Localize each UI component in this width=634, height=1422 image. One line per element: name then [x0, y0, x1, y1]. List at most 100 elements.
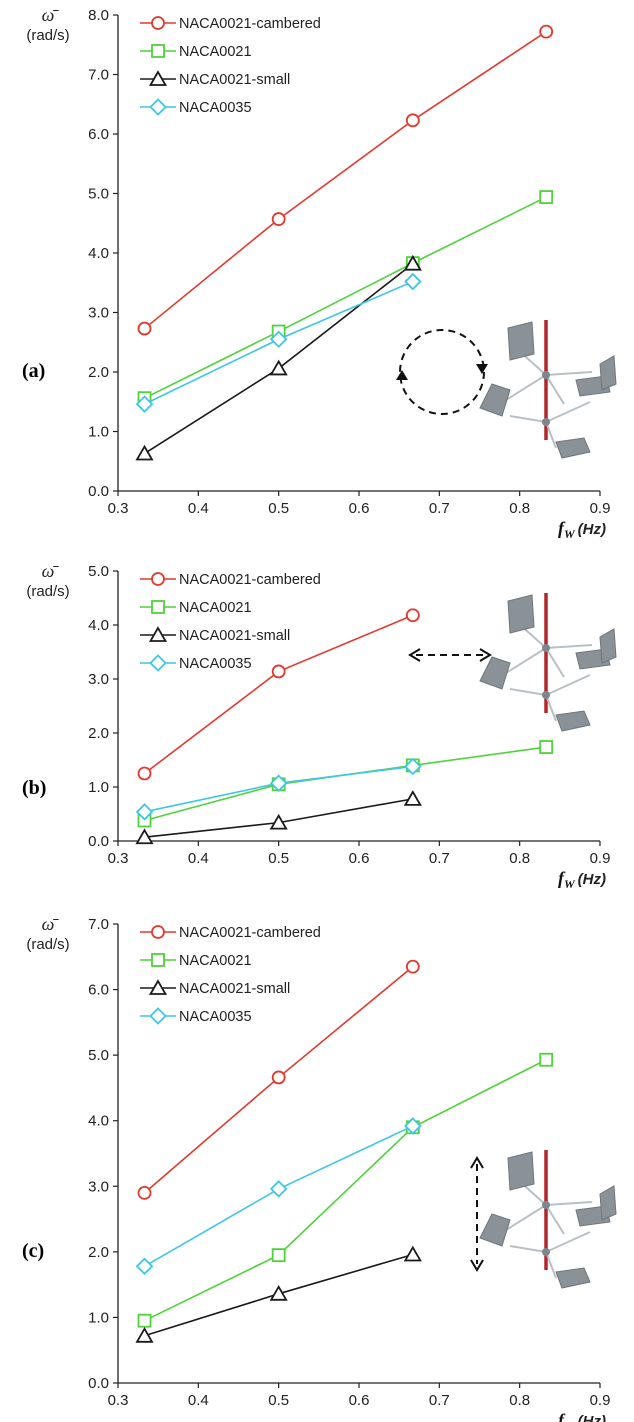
turbine-arm — [545, 401, 591, 423]
legend-item: NACA0021-cambered — [140, 925, 321, 941]
legend-marker — [151, 44, 165, 58]
turbine-blade — [507, 1151, 535, 1191]
turbine-arm — [505, 1204, 547, 1231]
legend-label: NACA0021-cambered — [179, 16, 321, 32]
data-point — [137, 766, 152, 781]
turbine-hub — [542, 418, 550, 426]
data-point — [137, 1313, 152, 1328]
x-tick-label: 0.3 — [108, 850, 129, 867]
y-axis-symbol: ω̄ — [42, 5, 60, 25]
data-point — [271, 1248, 286, 1263]
series-NACA0021-cambered — [137, 608, 420, 781]
turbine-arm — [509, 688, 547, 696]
chart-panel-b: 0.0 1.0 2.0 3.0 4.0 5.0 0.3 0.4 0.5 0.6 0.7 0.8 0.9 ω… — [22, 561, 617, 891]
y-tick-label: 0.0 — [88, 483, 109, 500]
series-NACA0021-cambered — [137, 959, 420, 1200]
x-tick-label: 0.9 — [590, 500, 611, 517]
x-tick-label: 0.5 — [268, 1392, 289, 1409]
turbine-arm — [545, 1201, 593, 1206]
legend: NACA0021-cambered NACA0021 NACA0021-small N… — [140, 572, 321, 672]
legend-item: NACA0021-cambered — [140, 16, 321, 32]
legend-label: NACA0021-small — [179, 981, 290, 997]
legend-item: NACA0035 — [140, 654, 252, 672]
y-tick-label: 2.0 — [88, 1244, 109, 1261]
y-tick-label: 6.0 — [88, 126, 109, 143]
turbine-blade — [555, 437, 591, 459]
data-point — [271, 664, 286, 679]
x-tick-label: 0.8 — [509, 1392, 530, 1409]
data-point — [404, 1117, 422, 1135]
data-point — [269, 330, 288, 349]
turbine-hub — [542, 691, 550, 699]
legend-item: NACA0021 — [140, 600, 252, 616]
series-NACA0021 — [137, 190, 554, 406]
chart-panel-c: 0.0 1.0 2.0 3.0 4.0 5.0 6.0 7.0 0.3 0.4 0.5 0.6 0.7 0… — [22, 914, 617, 1422]
x-tick-label: 0.9 — [590, 1392, 611, 1409]
legend-label: NACA0035 — [179, 1009, 252, 1025]
x-tick-label: 0.6 — [349, 500, 370, 517]
turbine-blade — [599, 628, 617, 664]
turbine-arm — [545, 371, 593, 376]
legend-item: NACA0021-cambered — [140, 572, 321, 588]
legend-marker — [149, 1007, 167, 1025]
turbine-blade — [507, 594, 535, 634]
data-point — [539, 190, 554, 204]
data-point — [269, 774, 288, 792]
panel-label: (b) — [22, 777, 46, 799]
y-tick-label: 4.0 — [88, 245, 109, 262]
x-tick-label: 0.7 — [429, 500, 450, 517]
legend-label: NACA0035 — [179, 100, 252, 116]
y-tick-label: 2.0 — [88, 725, 109, 742]
turbine-blade — [599, 355, 617, 391]
turbine-arm — [545, 647, 565, 678]
y-tick-label: 4.0 — [88, 1113, 109, 1130]
turbine-illustration — [479, 593, 617, 732]
y-tick-label: 7.0 — [88, 67, 109, 84]
series-NACA0021 — [137, 740, 554, 828]
y-tick-label: 1.0 — [88, 1309, 109, 1326]
y-axis-unit: (rad/s) — [26, 27, 69, 44]
x-tick-label: 0.5 — [268, 850, 289, 867]
y-tick-label: 8.0 — [88, 7, 109, 24]
legend-marker — [151, 600, 165, 614]
turbine-arm — [505, 647, 547, 674]
x-axis-label: fW(Hz) — [558, 868, 606, 891]
legend-item: NACA0021 — [140, 44, 252, 60]
x-tick-label: 0.7 — [429, 850, 450, 867]
turbine-arm — [505, 374, 547, 401]
turbine-arm — [545, 644, 593, 649]
x-axis-label: fW(Hz) — [558, 518, 606, 541]
turbine-blade — [479, 383, 511, 417]
data-point — [404, 272, 422, 291]
data-point — [137, 321, 152, 336]
series-NACA0021-small — [135, 254, 422, 461]
x-tick-label: 0.9 — [590, 850, 611, 867]
data-point — [403, 1245, 422, 1262]
data-point — [404, 757, 422, 776]
data-point — [137, 1185, 152, 1200]
circular-arrow-icon — [396, 329, 488, 415]
turbine-arm — [509, 1245, 547, 1253]
turbine-arm — [545, 1251, 557, 1279]
y-tick-label: 0.0 — [88, 1375, 109, 1392]
turbine-arm — [545, 674, 591, 696]
legend-marker — [151, 16, 165, 30]
y-tick-label: 1.0 — [88, 424, 109, 441]
legend-marker — [151, 925, 165, 939]
turbine-hub — [542, 1201, 550, 1209]
data-point — [269, 1180, 288, 1198]
y-tick-label: 1.0 — [88, 779, 109, 796]
legend-label: NACA0021-cambered — [179, 572, 321, 588]
turbine-blade — [599, 1185, 617, 1221]
data-point — [135, 828, 154, 845]
data-point — [135, 803, 154, 821]
legend-marker — [149, 654, 167, 672]
data-point — [539, 1052, 554, 1067]
series-line — [144, 30, 547, 330]
turbine-blade — [479, 656, 511, 690]
legend-item: NACA0035 — [140, 98, 252, 116]
y-tick-label: 0.0 — [88, 833, 109, 850]
data-point — [269, 359, 288, 376]
panel-label: (a) — [22, 360, 45, 382]
x-tick-label: 0.7 — [429, 1392, 450, 1409]
